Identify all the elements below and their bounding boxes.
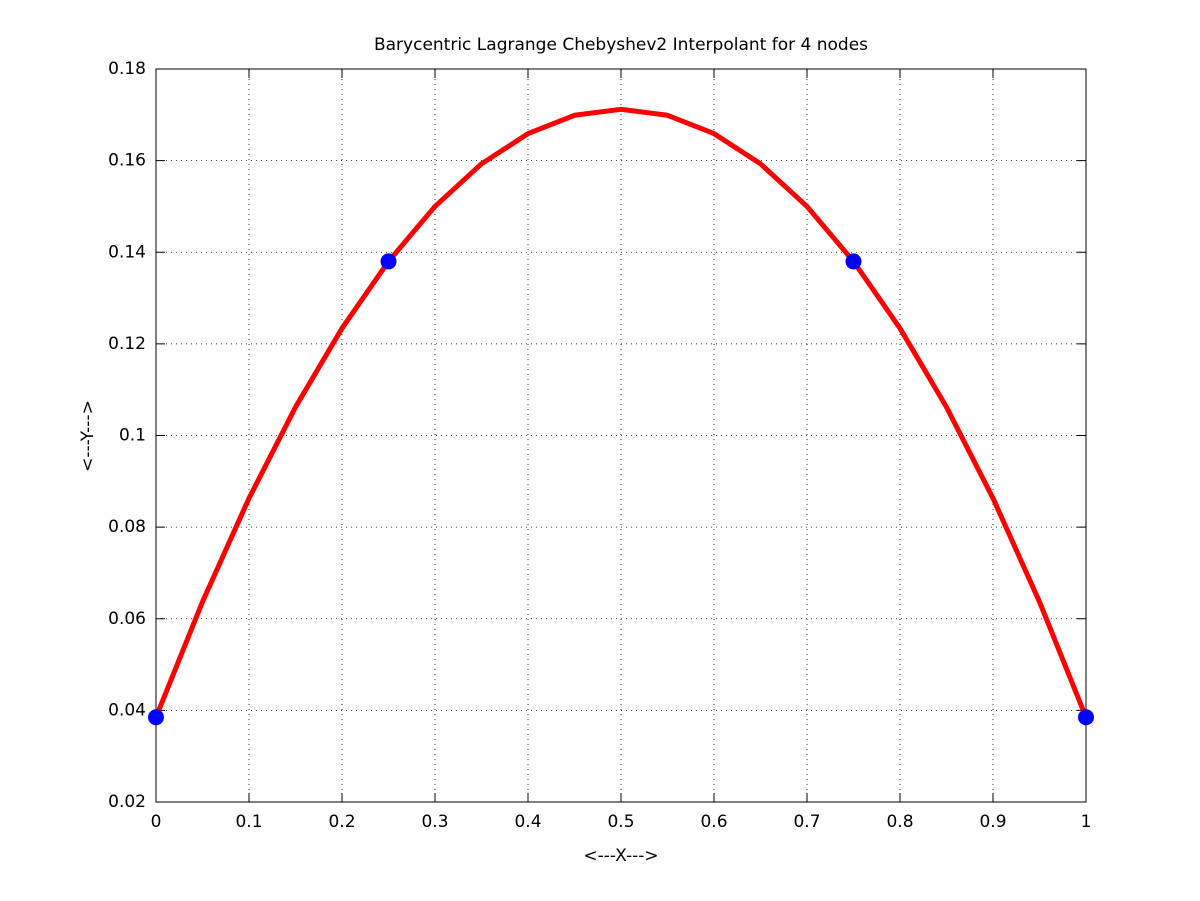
x-tick-label: 0.3 (421, 812, 448, 832)
y-tick-label: 0.06 (108, 609, 146, 629)
curve (153, 106, 1089, 719)
x-tick-label: 0.2 (328, 812, 355, 832)
x-tick-label: 0.7 (793, 812, 820, 832)
x-tick-label: 1 (1081, 812, 1092, 832)
x-tick-label: 0.9 (979, 812, 1006, 832)
node-marker (845, 253, 862, 270)
x-tick-label: 0.5 (607, 812, 634, 832)
x-tick-label: 0.1 (235, 812, 262, 832)
node-marker (380, 253, 397, 270)
y-tick-label: 0.08 (108, 517, 146, 537)
y-tick-label: 0.02 (108, 792, 146, 812)
node-marker (148, 709, 164, 726)
y-tick-label: 0.12 (108, 334, 146, 354)
chart-title: Barycentric Lagrange Chebyshev2 Interpol… (374, 35, 868, 55)
x-tick-label: 0.4 (514, 812, 541, 832)
node-marker (1078, 709, 1094, 726)
y-tick-label: 0.14 (108, 242, 146, 262)
y-tick-label: 0.18 (108, 59, 146, 79)
y-axis-label: <---Y---> (78, 400, 98, 472)
x-tick-label: 0.8 (886, 812, 913, 832)
y-tick-label: 0.1 (119, 426, 146, 446)
x-tick-label: 0 (151, 812, 162, 832)
plot-frame (155, 68, 1087, 803)
y-tick-label: 0.16 (108, 151, 146, 171)
y-tick-label: 0.04 (108, 700, 146, 720)
x-tick-label: 0.6 (700, 812, 727, 832)
x-axis-label: <---X---> (583, 846, 658, 866)
